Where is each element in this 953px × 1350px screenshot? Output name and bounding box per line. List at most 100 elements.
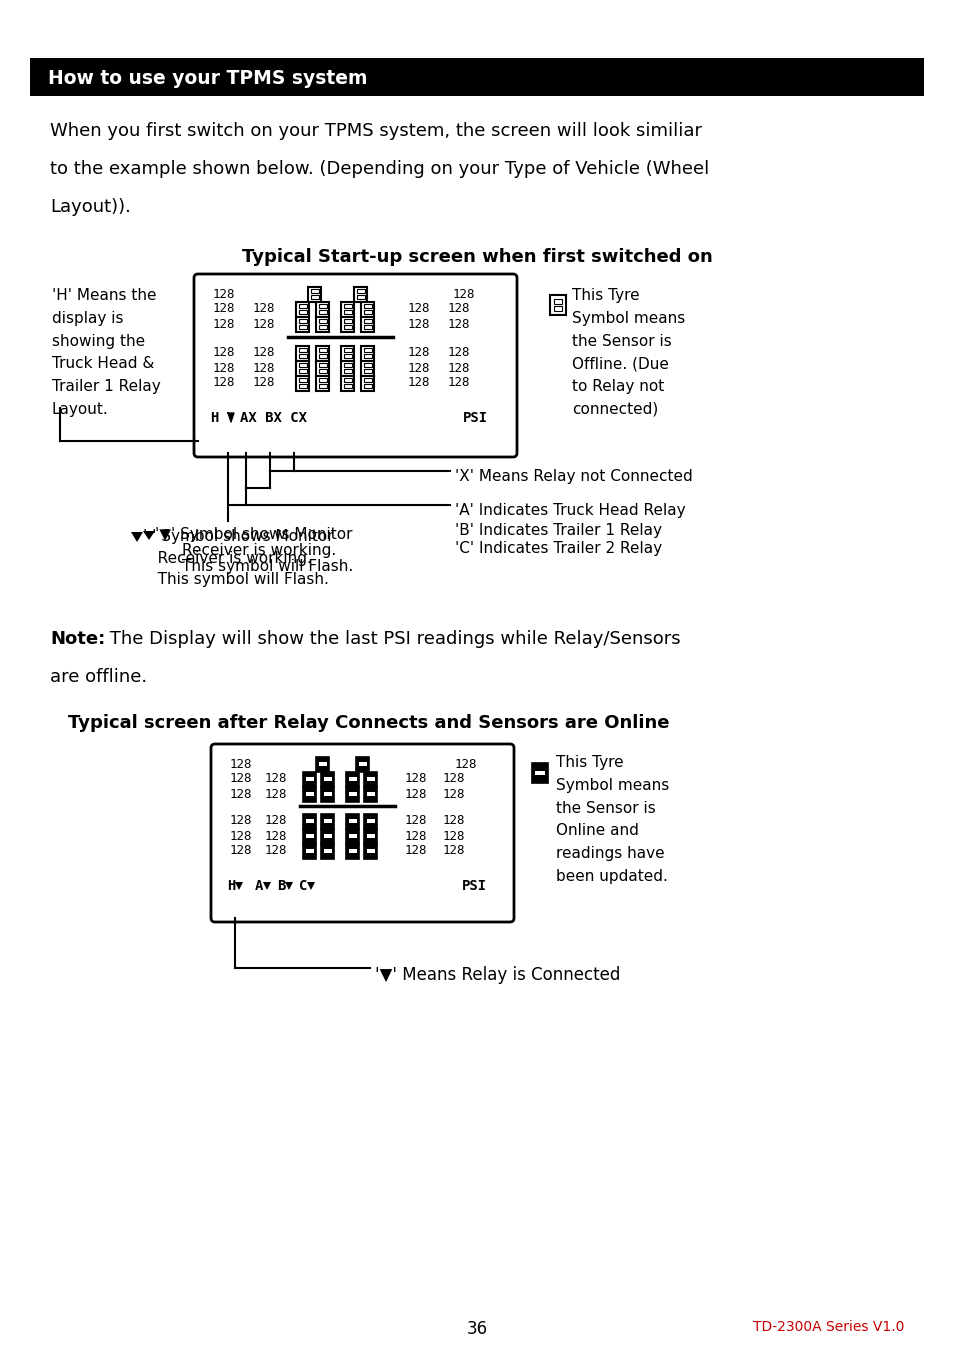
Bar xyxy=(311,294,318,298)
Bar xyxy=(306,834,314,837)
Bar xyxy=(349,834,356,837)
Bar xyxy=(349,849,356,853)
Bar xyxy=(319,348,326,352)
Bar xyxy=(299,325,306,328)
Bar xyxy=(367,778,375,780)
Bar xyxy=(319,378,326,382)
Text: 128: 128 xyxy=(405,814,427,828)
Bar xyxy=(364,354,371,358)
Bar xyxy=(324,778,332,780)
Bar xyxy=(361,375,375,390)
Polygon shape xyxy=(307,882,314,890)
Polygon shape xyxy=(234,882,243,890)
Text: Receiver is working.: Receiver is working. xyxy=(182,543,335,558)
Text: 128: 128 xyxy=(442,772,465,786)
Bar xyxy=(296,375,309,390)
Bar xyxy=(364,844,377,859)
Text: 128: 128 xyxy=(448,362,470,374)
Bar xyxy=(367,849,375,853)
Text: ' ' Symbol shows Monitor
   Receiver is working.
   This symbol will Flash.: ' ' Symbol shows Monitor Receiver is wor… xyxy=(143,529,334,587)
Bar xyxy=(306,849,314,853)
Text: 128: 128 xyxy=(253,317,275,331)
Text: 128: 128 xyxy=(213,317,235,331)
Bar xyxy=(316,360,329,375)
Bar xyxy=(344,383,352,387)
Bar xyxy=(535,771,544,775)
Text: 128: 128 xyxy=(230,757,253,771)
Text: 128: 128 xyxy=(230,829,253,842)
Text: 128: 128 xyxy=(405,845,427,857)
Text: 128: 128 xyxy=(253,377,275,390)
Bar xyxy=(296,360,309,375)
Bar xyxy=(364,829,377,844)
Text: 128: 128 xyxy=(448,317,470,331)
Text: 'A' Indicates Truck Head Relay: 'A' Indicates Truck Head Relay xyxy=(455,504,685,518)
Bar xyxy=(299,383,306,387)
Bar xyxy=(344,378,352,382)
Bar xyxy=(341,316,355,332)
Bar xyxy=(344,305,352,308)
Polygon shape xyxy=(263,882,271,890)
FancyBboxPatch shape xyxy=(193,274,517,458)
Text: 128: 128 xyxy=(442,814,465,828)
Bar xyxy=(321,829,335,844)
Bar xyxy=(346,829,359,844)
Text: 128: 128 xyxy=(442,829,465,842)
Text: Layout)).: Layout)). xyxy=(50,198,131,216)
Text: are offline.: are offline. xyxy=(50,668,147,686)
Text: 128: 128 xyxy=(213,362,235,374)
Bar xyxy=(321,814,335,829)
Text: 128: 128 xyxy=(448,347,470,359)
Bar xyxy=(299,363,306,367)
Bar xyxy=(306,778,314,780)
Text: 128: 128 xyxy=(230,845,253,857)
Text: 128: 128 xyxy=(213,347,235,359)
Bar xyxy=(358,763,367,765)
Bar xyxy=(367,819,375,822)
Bar xyxy=(316,756,329,771)
Text: 128: 128 xyxy=(265,787,287,801)
Bar xyxy=(303,829,316,844)
Bar xyxy=(364,310,371,313)
Bar xyxy=(361,346,375,360)
Bar xyxy=(361,360,375,375)
Text: PSI: PSI xyxy=(462,410,488,425)
Text: B: B xyxy=(276,879,285,892)
Bar xyxy=(364,787,377,802)
Text: 128: 128 xyxy=(408,317,430,331)
Text: to the example shown below. (Depending on your Type of Vehicle (Wheel: to the example shown below. (Depending o… xyxy=(50,161,708,178)
Text: TD-2300A Series V1.0: TD-2300A Series V1.0 xyxy=(752,1320,903,1334)
Bar xyxy=(344,320,352,323)
Text: H: H xyxy=(227,879,235,892)
Bar xyxy=(344,325,352,328)
Bar xyxy=(319,305,326,308)
Bar xyxy=(346,787,359,802)
Bar xyxy=(349,778,356,780)
Text: A: A xyxy=(254,879,263,892)
Bar xyxy=(316,346,329,360)
Bar xyxy=(318,763,327,765)
Text: Typical screen after Relay Connects and Sensors are Online: Typical screen after Relay Connects and … xyxy=(68,714,669,732)
Text: 128: 128 xyxy=(405,829,427,842)
Bar xyxy=(364,305,371,308)
Text: 128: 128 xyxy=(253,302,275,316)
Bar xyxy=(308,286,321,301)
Bar xyxy=(361,316,375,332)
Bar xyxy=(299,354,306,358)
Bar xyxy=(364,814,377,829)
Text: H: H xyxy=(210,410,218,425)
Bar xyxy=(364,369,371,373)
Text: When you first switch on your TPMS system, the screen will look similiar: When you first switch on your TPMS syste… xyxy=(50,122,701,140)
Bar xyxy=(316,375,329,390)
Polygon shape xyxy=(143,531,154,540)
Bar xyxy=(341,375,355,390)
Bar xyxy=(321,844,335,859)
Bar xyxy=(299,320,306,323)
Text: 128: 128 xyxy=(265,814,287,828)
Text: 128: 128 xyxy=(253,347,275,359)
Bar xyxy=(303,814,316,829)
Text: 128: 128 xyxy=(453,288,475,301)
Bar xyxy=(364,771,377,787)
Bar xyxy=(367,834,375,837)
Text: 128: 128 xyxy=(448,377,470,390)
